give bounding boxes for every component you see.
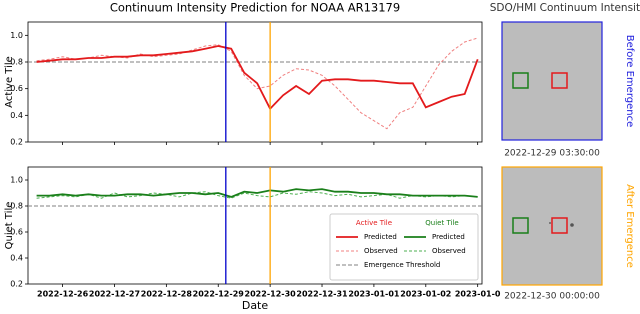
legend-label: Observed — [364, 247, 398, 255]
y-tick-label: 0.4 — [10, 254, 23, 263]
legend-label: Emergence Threshold — [364, 261, 440, 269]
x-tick-label: 2023-01-01 — [348, 290, 400, 299]
series-line — [36, 45, 479, 111]
x-tick-label: 2022-12-27 — [89, 290, 140, 299]
x-tick-label: 2023-01-02 — [400, 290, 451, 299]
x-tick-label: 2022-12-26 — [37, 290, 89, 299]
series-line — [36, 37, 478, 130]
image-timestamp: 2022-12-30 00:00:00 — [504, 292, 600, 302]
sunspot — [549, 222, 551, 224]
y-tick-label: 0.8 — [10, 202, 23, 211]
image-label: Before Emergence — [624, 35, 635, 128]
y-tick-label: 0.2 — [10, 138, 23, 147]
active-tile-box — [551, 72, 568, 89]
image-timestamp: 2022-12-29 03:30:00 — [504, 149, 600, 159]
active-tile-box — [551, 217, 568, 234]
x-axis-label: Date — [242, 299, 269, 312]
sunspot — [570, 223, 574, 227]
y-tick-label: 1.0 — [10, 176, 23, 185]
chart-title: Continuum Intensity Prediction for NOAA … — [110, 1, 400, 15]
x-tick-label: 2022-12-28 — [141, 290, 193, 299]
x-tick-label: 2022-12-31 — [296, 290, 348, 299]
legend-heading: Active Tile — [356, 219, 392, 227]
y-tick-label: 0.2 — [10, 280, 23, 289]
legend-box — [329, 213, 479, 281]
legend-label: Observed — [432, 247, 466, 255]
quiet-tile-box — [512, 72, 529, 89]
legend-label: Predicted — [364, 233, 397, 241]
panel-title: SDO/HMI Continuum Intensity — [490, 2, 640, 14]
y-axis-label: Active Tile — [4, 56, 15, 108]
x-tick-label: 2022-12-29 — [193, 290, 245, 299]
quiet-tile-box — [512, 217, 529, 234]
series-line — [36, 188, 478, 198]
x-tick-label: 2022-12-30 — [245, 290, 297, 299]
image-label: After Emergence — [624, 184, 635, 268]
y-tick-label: 0.4 — [10, 111, 23, 120]
y-tick-label: 0.6 — [10, 228, 23, 237]
x-tick-label: 2023-01-0 — [455, 290, 501, 299]
y-tick-label: 0.6 — [10, 84, 23, 93]
y-tick-label: 0.8 — [10, 58, 23, 67]
y-tick-label: 1.0 — [10, 31, 23, 40]
legend-heading: Quiet Tile — [425, 219, 458, 227]
legend-label: Predicted — [432, 233, 465, 241]
y-axis-label: Quiet Tile — [4, 202, 15, 250]
